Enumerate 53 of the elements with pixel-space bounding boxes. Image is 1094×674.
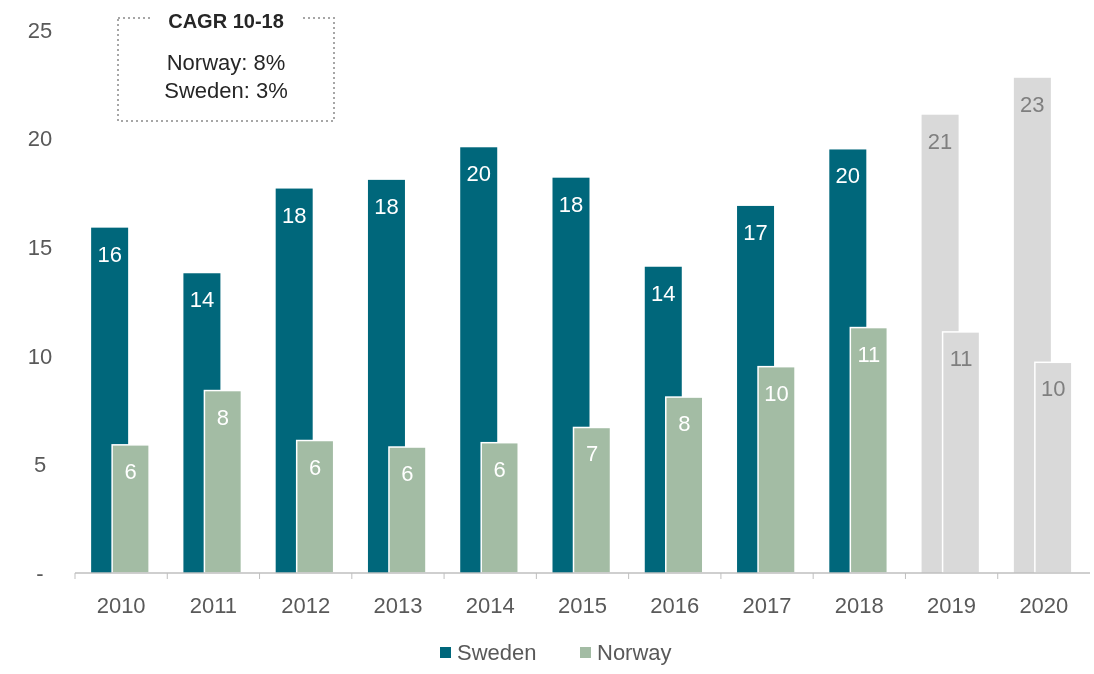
- x-tick-label: 2012: [281, 593, 331, 618]
- data-label: 20: [835, 163, 861, 189]
- bar: [757, 365, 796, 574]
- bar: [572, 426, 612, 574]
- y-tick-label: 10: [27, 343, 53, 369]
- bar: [665, 396, 704, 574]
- data-label: 18: [281, 202, 307, 228]
- data-label: 11: [857, 341, 881, 367]
- data-label: 10: [1041, 376, 1066, 402]
- x-tick-label: 2015: [558, 593, 607, 618]
- annotation: Norway: 8%: [166, 50, 286, 75]
- data-label: 6: [493, 456, 506, 482]
- x-tick-label: 2016: [650, 593, 700, 618]
- data-label: 18: [374, 193, 399, 219]
- y-tick-label: 20: [27, 126, 53, 152]
- data-label: 18: [558, 191, 584, 217]
- legend-label: Norway: [597, 640, 672, 665]
- data-label: 7: [585, 441, 599, 467]
- data-label: 6: [124, 458, 137, 484]
- x-tick-label: 2010: [96, 593, 146, 618]
- bar: [111, 444, 150, 574]
- x-tick-label: 2019: [927, 593, 977, 618]
- y-tick-label: 5: [33, 452, 47, 478]
- bar: [388, 446, 427, 574]
- x-tick-label: 2013: [373, 593, 423, 618]
- data-label: 17: [743, 219, 768, 245]
- data-label: 20: [466, 161, 491, 187]
- x-tick-label: 2018: [834, 593, 884, 618]
- x-tick-label: 2020: [1019, 593, 1069, 618]
- annotation: CAGR 10-18: [168, 10, 284, 32]
- data-label: 14: [189, 287, 215, 313]
- x-tick-label: 2011: [189, 593, 238, 618]
- y-tick-label: 15: [27, 234, 53, 260]
- data-label: 23: [1020, 91, 1045, 117]
- data-label: 6: [401, 461, 414, 487]
- y-tick-label: -: [36, 560, 44, 586]
- legend-label: Sweden: [457, 640, 537, 665]
- bar: [203, 389, 243, 574]
- data-label: 21: [927, 128, 953, 154]
- bar: [295, 439, 335, 574]
- y-tick-label: 25: [27, 17, 53, 43]
- data-label: 11: [949, 345, 973, 371]
- bar: [849, 326, 889, 574]
- data-label: 16: [97, 241, 122, 267]
- data-label: 8: [216, 404, 230, 430]
- bar: [480, 441, 519, 574]
- data-label: 6: [309, 454, 322, 480]
- x-tick-label: 2014: [465, 593, 515, 618]
- annotation: Sweden: 3%: [164, 78, 288, 103]
- data-label: 8: [678, 411, 691, 437]
- data-label: 14: [651, 280, 676, 306]
- x-tick-label: 2017: [742, 593, 792, 618]
- data-label: 10: [764, 380, 789, 406]
